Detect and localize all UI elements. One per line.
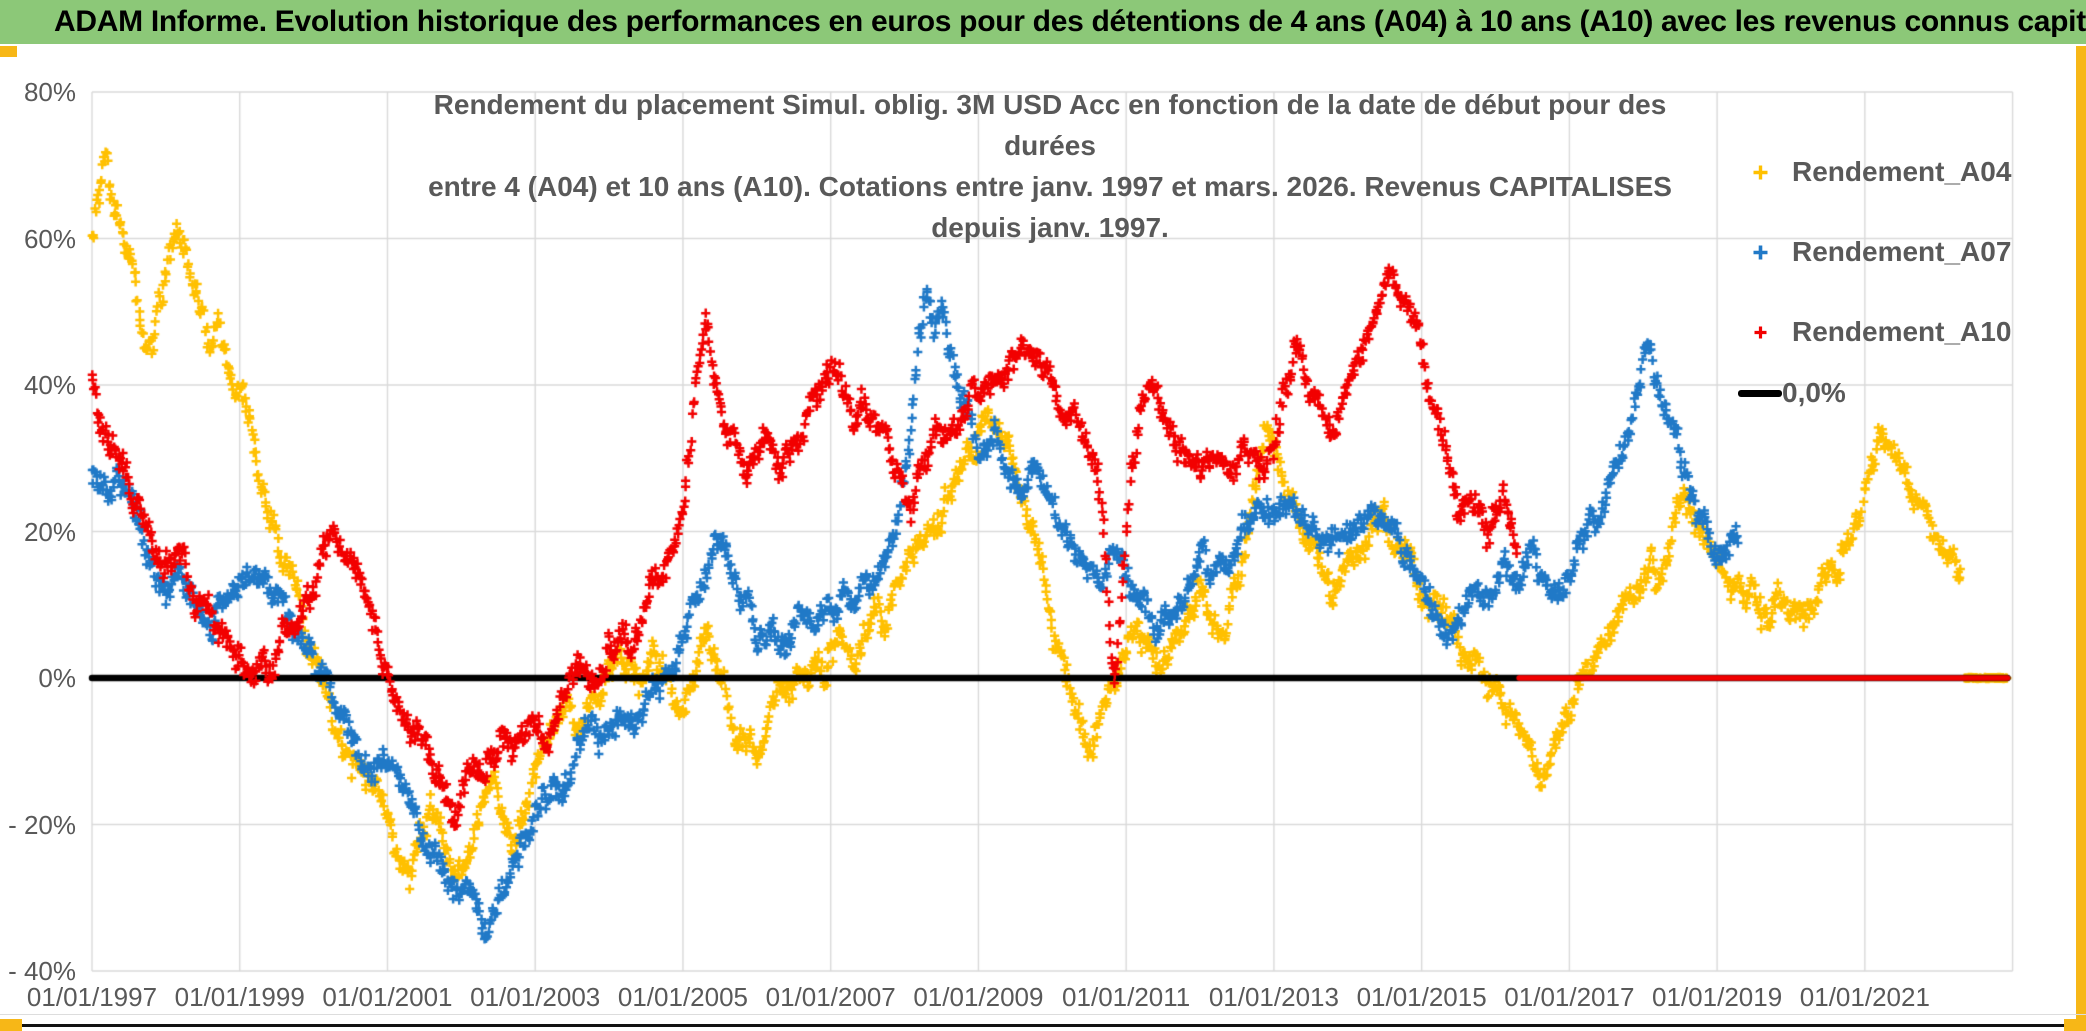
legend-item-zero-line: 0,0%: [1738, 371, 1846, 415]
x-axis-tick-label: 01/01/2003: [470, 982, 601, 1012]
y-axis-tick-label: 20%: [23, 516, 76, 547]
page-accent-bottom-left: [0, 1019, 22, 1031]
bottom-divider-line: [0, 1014, 2086, 1015]
plus-marker-icon: [1738, 325, 1782, 340]
x-axis-tick-label: 01/01/2007: [765, 982, 896, 1012]
x-axis-tick-label: 01/01/2001: [322, 982, 453, 1012]
legend-label: Rendement_A10: [1792, 316, 2012, 347]
x-axis-tick-label: 01/01/2009: [913, 982, 1044, 1012]
page-title: ADAM Informe. Evolution historique des p…: [54, 5, 2086, 38]
x-axis-tick-label: 01/01/2017: [1504, 982, 1635, 1012]
legend-item-a10: Rendement_A10: [1738, 310, 2011, 354]
x-axis-tick-label: 01/01/2005: [617, 982, 749, 1012]
legend-item-a04: Rendement_A04: [1738, 150, 2011, 194]
x-axis-tick-label: 01/01/2019: [1652, 982, 1783, 1012]
page-accent-bottom-right: [2064, 1019, 2086, 1031]
x-axis-tick-label: 01/01/2011: [1062, 982, 1191, 1012]
chart-subtitle-line1: Rendement du placement Simul. oblig. 3M …: [433, 89, 1667, 161]
chart-subtitle-line2: entre 4 (A04) et 10 ans (A10). Cotations…: [428, 171, 1672, 243]
x-axis-tick-label: 01/01/2015: [1356, 982, 1487, 1012]
y-axis-tick-label: 60%: [23, 223, 76, 254]
page-accent-top-left: [0, 46, 17, 57]
legend-label: Rendement_A04: [1792, 156, 2012, 187]
chart-subtitle: Rendement du placement Simul. oblig. 3M …: [392, 84, 1708, 248]
bottom-border-line: [22, 1024, 2064, 1027]
zero-line-icon: [1738, 389, 1782, 397]
legend-item-a07: Rendement_A07: [1738, 230, 2011, 274]
y-axis-tick-label: 40%: [23, 370, 76, 400]
legend-label: Rendement_A07: [1792, 236, 2012, 267]
x-axis-tick-label: 01/01/2013: [1208, 982, 1339, 1012]
y-axis-tick-label: - 40%: [8, 956, 76, 986]
page-accent-right-strip: [2076, 46, 2086, 1031]
x-axis-tick-label: 01/01/1997: [26, 982, 158, 1012]
y-axis-tick-label: - 20%: [8, 809, 76, 840]
plus-marker-icon: [1738, 164, 1782, 181]
x-axis-tick-label: 01/01/2021: [1799, 982, 1930, 1012]
y-axis-tick-label: 0%: [38, 663, 76, 693]
title-bar: ADAM Informe. Evolution historique des p…: [0, 0, 2086, 44]
legend-label: 0,0%: [1782, 377, 1846, 408]
x-axis-tick-label: 01/01/1999: [174, 982, 305, 1012]
plus-marker-icon: [1738, 244, 1782, 261]
y-axis-tick-label: 80%: [23, 77, 76, 107]
